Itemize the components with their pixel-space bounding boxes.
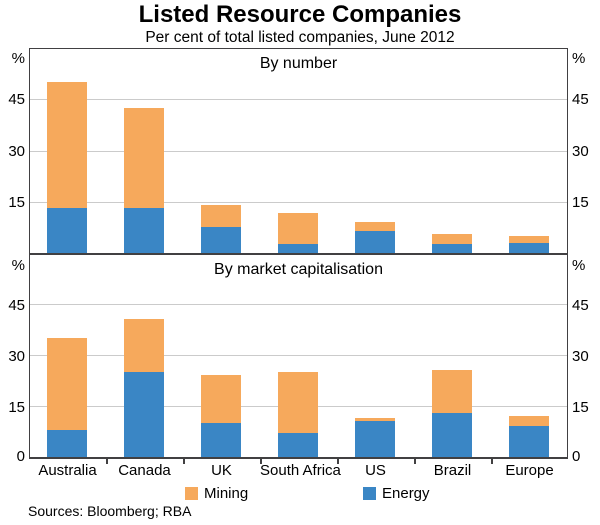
legend-label-energy: Energy <box>382 485 430 502</box>
y-tick-label-left: 15 <box>8 194 25 212</box>
category-label-brazil: Brazil <box>433 462 472 479</box>
category-label-uk: UK <box>211 462 232 479</box>
legend: Mining Energy <box>0 486 600 502</box>
bar-mining-canada <box>124 108 164 209</box>
bar-energy-australia <box>47 429 87 457</box>
y-tick-label-left: 45 <box>8 90 25 108</box>
x-axis-tick <box>106 459 108 464</box>
bar-energy-canada <box>124 208 164 253</box>
y-axis-unit-left: % <box>11 50 25 67</box>
y-axis-unit-right: % <box>572 257 586 274</box>
gridline-30 <box>30 150 567 152</box>
panel-by-number: By number <box>29 48 568 255</box>
y-tick-label-left: 45 <box>8 297 25 314</box>
bar-mining-australia <box>47 338 87 430</box>
bar-energy-us <box>355 421 395 457</box>
y-axis-unit-left: % <box>11 257 25 274</box>
chart-subtitle: Per cent of total listed companies, June… <box>145 29 455 46</box>
panel-by-market-capitalisation: By market capitalisation <box>29 255 568 459</box>
bar-mining-uk <box>201 204 241 228</box>
legend-label-mining: Mining <box>204 485 249 502</box>
bar-energy-uk <box>201 227 241 253</box>
category-label-us: US <box>365 462 386 479</box>
bar-mining-us <box>355 221 395 231</box>
category-label-canada: Canada <box>118 462 171 479</box>
bar-energy-south-africa <box>278 244 318 253</box>
y-tick-label-right: 30 <box>572 142 589 160</box>
bar-energy-south-africa <box>278 433 318 457</box>
bar-energy-australia <box>47 208 87 253</box>
mining-swatch-icon <box>185 487 198 500</box>
chart-title: Listed Resource Companies <box>138 1 462 28</box>
y-tick-label-left: 15 <box>8 399 25 416</box>
gridline-30 <box>30 355 567 356</box>
bar-mining-us <box>355 417 395 422</box>
bar-energy-europe <box>509 242 549 253</box>
panel-title: By number <box>259 55 338 72</box>
bar-mining-australia <box>47 82 87 209</box>
x-axis-tick <box>337 459 339 464</box>
bar-mining-brazil <box>432 370 472 413</box>
bar-mining-uk <box>201 375 241 423</box>
y-zero-label-right: 0 <box>572 448 581 465</box>
y-tick-label-right: 45 <box>572 90 589 108</box>
bar-energy-brazil <box>432 244 472 253</box>
y-tick-label-left: 30 <box>8 142 25 160</box>
y-axis-unit-right: % <box>572 50 586 67</box>
bar-mining-europe <box>509 235 549 243</box>
category-label-australia: Australia <box>38 462 97 479</box>
panel-title: By market capitalisation <box>214 261 383 278</box>
bar-energy-us <box>355 230 395 253</box>
gridline-45 <box>30 304 567 305</box>
y-tick-label-right: 30 <box>572 348 589 365</box>
x-axis-tick <box>414 459 416 464</box>
y-tick-label-right: 15 <box>572 194 589 212</box>
category-label-south-africa: South Africa <box>260 462 341 479</box>
y-tick-label-right: 45 <box>572 297 589 314</box>
bar-mining-brazil <box>432 234 472 245</box>
bar-energy-canada <box>124 372 164 457</box>
x-axis-tick <box>183 459 185 464</box>
bar-mining-europe <box>509 416 549 427</box>
gridline-45 <box>30 98 567 100</box>
source-note: Sources: Bloomberg; RBA <box>28 503 192 519</box>
y-zero-label-left: 0 <box>16 448 25 465</box>
y-tick-label-right: 15 <box>572 399 589 416</box>
bar-energy-europe <box>509 426 549 457</box>
category-label-europe: Europe <box>505 462 554 479</box>
bar-energy-uk <box>201 423 241 457</box>
gridline-15 <box>30 202 567 204</box>
bar-mining-south-africa <box>278 213 318 245</box>
x-axis-tick <box>491 459 493 464</box>
x-axis-tick <box>260 459 262 464</box>
energy-swatch-icon <box>363 487 376 500</box>
y-tick-label-left: 30 <box>8 348 25 365</box>
bar-mining-canada <box>124 319 164 372</box>
bar-energy-brazil <box>432 412 472 457</box>
bar-mining-south-africa <box>278 372 318 434</box>
